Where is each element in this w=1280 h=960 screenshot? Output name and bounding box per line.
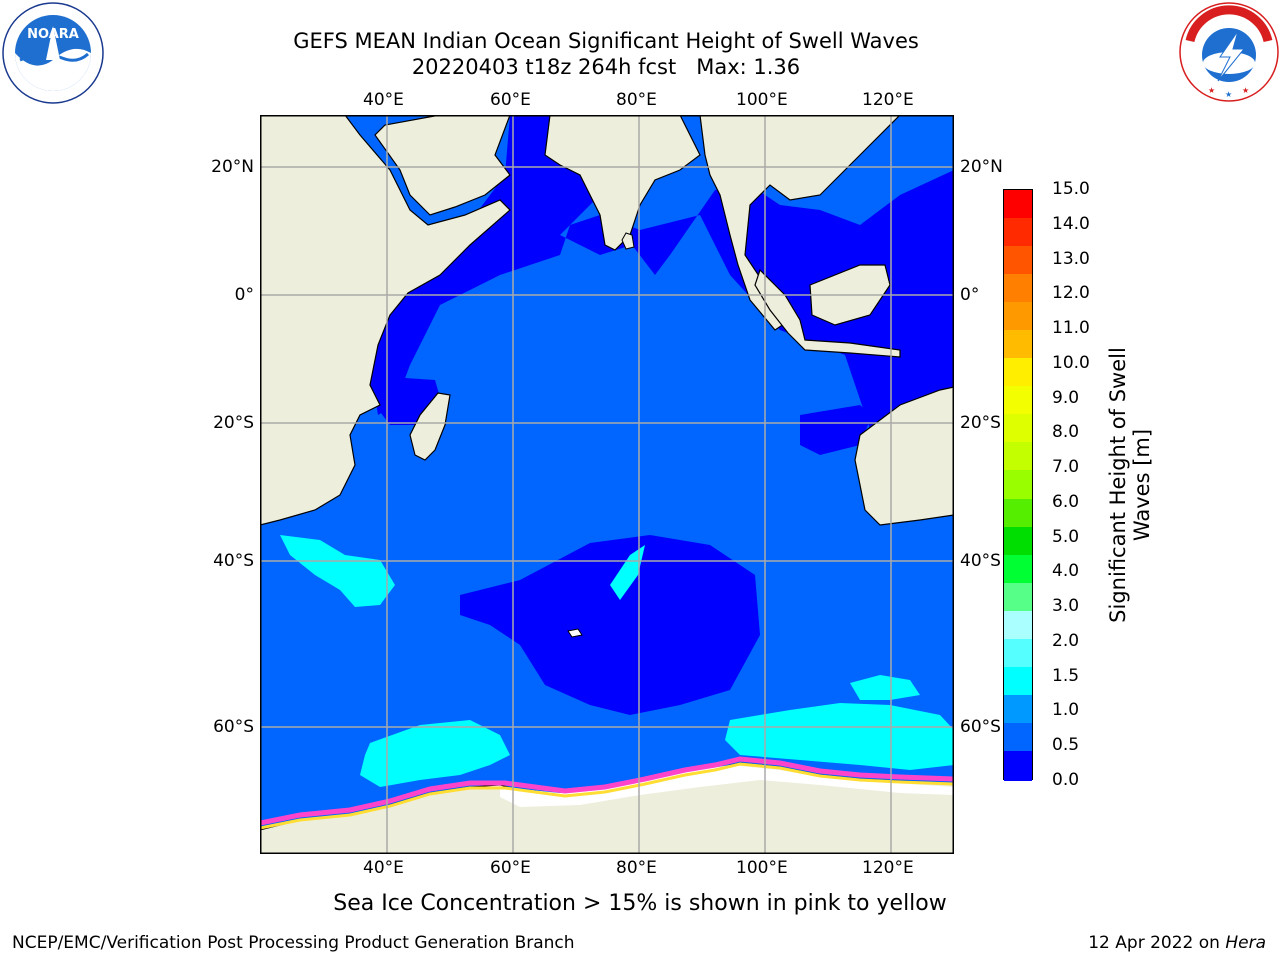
colorbar-tick-label: 7.0 bbox=[1052, 457, 1080, 478]
colorbar-cell bbox=[1004, 610, 1032, 641]
colorbar-cell bbox=[1004, 694, 1032, 725]
footer-date: 12 Apr 2022 on bbox=[1088, 933, 1220, 953]
lon-tick-top-60e: 60°E bbox=[490, 90, 531, 110]
india-land bbox=[544, 115, 701, 251]
lat-tick-left-60s: 60°S bbox=[213, 717, 254, 737]
australia-land bbox=[854, 386, 954, 526]
arabia-land bbox=[374, 115, 511, 216]
colorbar-cell bbox=[1004, 274, 1032, 304]
madagascar-land bbox=[409, 392, 451, 461]
colorbar-tick-label: 12.0 bbox=[1052, 283, 1090, 304]
noaa-logo: NOARA bbox=[2, 2, 104, 104]
colorbar-label: Significant Height of Swell Waves [m] bbox=[1106, 347, 1154, 623]
lon-tick-bottom-100e: 100°E bbox=[736, 858, 788, 878]
colorbar-tick-label: 4.0 bbox=[1052, 561, 1080, 582]
colorbar-cell bbox=[1004, 722, 1032, 753]
colorbar-cell bbox=[1004, 330, 1032, 361]
lon-tick-top-40e: 40°E bbox=[363, 90, 404, 110]
colorbar-tick-label: 2.0 bbox=[1052, 630, 1080, 651]
sumatra-java-land bbox=[754, 268, 901, 358]
colorbar-cell bbox=[1004, 750, 1032, 781]
colorbar-tick-label: 11.0 bbox=[1052, 318, 1090, 339]
colorbar-cell bbox=[1004, 218, 1032, 248]
lon-tick-bottom-60e: 60°E bbox=[490, 858, 531, 878]
colorbar-tick-label: 9.0 bbox=[1052, 387, 1080, 408]
colorbar-tick-label: 6.0 bbox=[1052, 491, 1080, 512]
colorbar-tick-label: 10.0 bbox=[1052, 352, 1090, 373]
colorbar-tick-label: 5.0 bbox=[1052, 526, 1080, 547]
footer-producer: NCEP/EMC/Verification Post Processing Pr… bbox=[12, 933, 575, 953]
lon-tick-top-120e: 120°E bbox=[862, 90, 914, 110]
footer-host: Hera bbox=[1225, 933, 1266, 953]
colorbar-cell bbox=[1004, 246, 1032, 276]
colorbar-cell bbox=[1004, 414, 1032, 445]
colorbar bbox=[1003, 189, 1033, 781]
swell-height-map bbox=[260, 115, 954, 854]
sri-lanka-land bbox=[621, 232, 635, 250]
noaa-logo-text: NOARA bbox=[27, 27, 79, 42]
chart-subtitle: 20220403 t18z 264h fcst Max: 1.36 bbox=[411, 55, 801, 79]
map-gridlines bbox=[260, 115, 954, 854]
colorbar-cell bbox=[1004, 554, 1032, 585]
colorbar-tick-label: 0.5 bbox=[1052, 735, 1080, 756]
colorbar-cell bbox=[1004, 386, 1032, 417]
lat-tick-right-20s: 20°S bbox=[960, 413, 1001, 433]
colorbar-cell bbox=[1004, 302, 1032, 332]
colorbar-tick-label: 14.0 bbox=[1052, 213, 1090, 234]
colorbar-cell bbox=[1004, 666, 1032, 697]
colorbar-tick-label: 1.0 bbox=[1052, 700, 1080, 721]
moderate-swell-regions bbox=[280, 535, 954, 787]
lat-tick-left-20s: 20°S bbox=[213, 413, 254, 433]
colorbar-cell bbox=[1004, 526, 1032, 557]
lat-tick-left-0: 0° bbox=[234, 285, 254, 305]
lon-tick-top-100e: 100°E bbox=[736, 90, 788, 110]
lat-tick-right-60s: 60°S bbox=[960, 717, 1001, 737]
colorbar-cell bbox=[1004, 358, 1032, 389]
lat-tick-right-0: 0° bbox=[960, 285, 980, 305]
lat-tick-right-20n: 20°N bbox=[960, 157, 1003, 177]
sea-ice-yellow-edge bbox=[260, 762, 954, 830]
colorbar-tick-label: 13.0 bbox=[1052, 248, 1090, 269]
sea-ice-note: Sea Ice Concentration > 15% is shown in … bbox=[333, 891, 947, 916]
colorbar-cells bbox=[1004, 190, 1032, 781]
colorbar-cell bbox=[1004, 582, 1032, 613]
colorbar-cell bbox=[1004, 442, 1032, 473]
low-swell-regions bbox=[360, 115, 954, 715]
lon-tick-bottom-40e: 40°E bbox=[363, 858, 404, 878]
footer-date-host: 12 Apr 2022 on Hera bbox=[1088, 933, 1266, 953]
colorbar-tick-label: 0.0 bbox=[1052, 770, 1080, 790]
colorbar-cell bbox=[1004, 498, 1032, 529]
lat-tick-left-20n: 20°N bbox=[211, 157, 254, 177]
lat-tick-left-40s: 40°S bbox=[213, 551, 254, 571]
lon-tick-bottom-80e: 80°E bbox=[616, 858, 657, 878]
colorbar-tick-label: 3.0 bbox=[1052, 596, 1080, 617]
sea-ice-edge bbox=[260, 756, 954, 826]
lon-tick-top-80e: 80°E bbox=[616, 90, 657, 110]
colorbar-cell bbox=[1004, 470, 1032, 501]
map-frame bbox=[260, 115, 954, 854]
ice-shelf bbox=[500, 765, 954, 807]
colorbar-tick-label: 8.0 bbox=[1052, 422, 1080, 443]
svg-text:★: ★ bbox=[1208, 86, 1215, 95]
svg-text:★: ★ bbox=[1225, 90, 1232, 99]
chart-title: GEFS MEAN Indian Ocean Significant Heigh… bbox=[293, 29, 919, 53]
svg-text:★: ★ bbox=[1242, 86, 1249, 95]
colorbar-cell bbox=[1004, 190, 1032, 220]
colorbar-cell bbox=[1004, 638, 1032, 669]
lat-tick-right-40s: 40°S bbox=[960, 551, 1001, 571]
nws-logo: ★ ★ ★ bbox=[1178, 1, 1280, 103]
kerguelen-land bbox=[567, 628, 583, 638]
colorbar-tick-label: 15.0 bbox=[1052, 179, 1090, 199]
lon-tick-bottom-120e: 120°E bbox=[862, 858, 914, 878]
colorbar-tick-label: 1.5 bbox=[1052, 665, 1080, 686]
